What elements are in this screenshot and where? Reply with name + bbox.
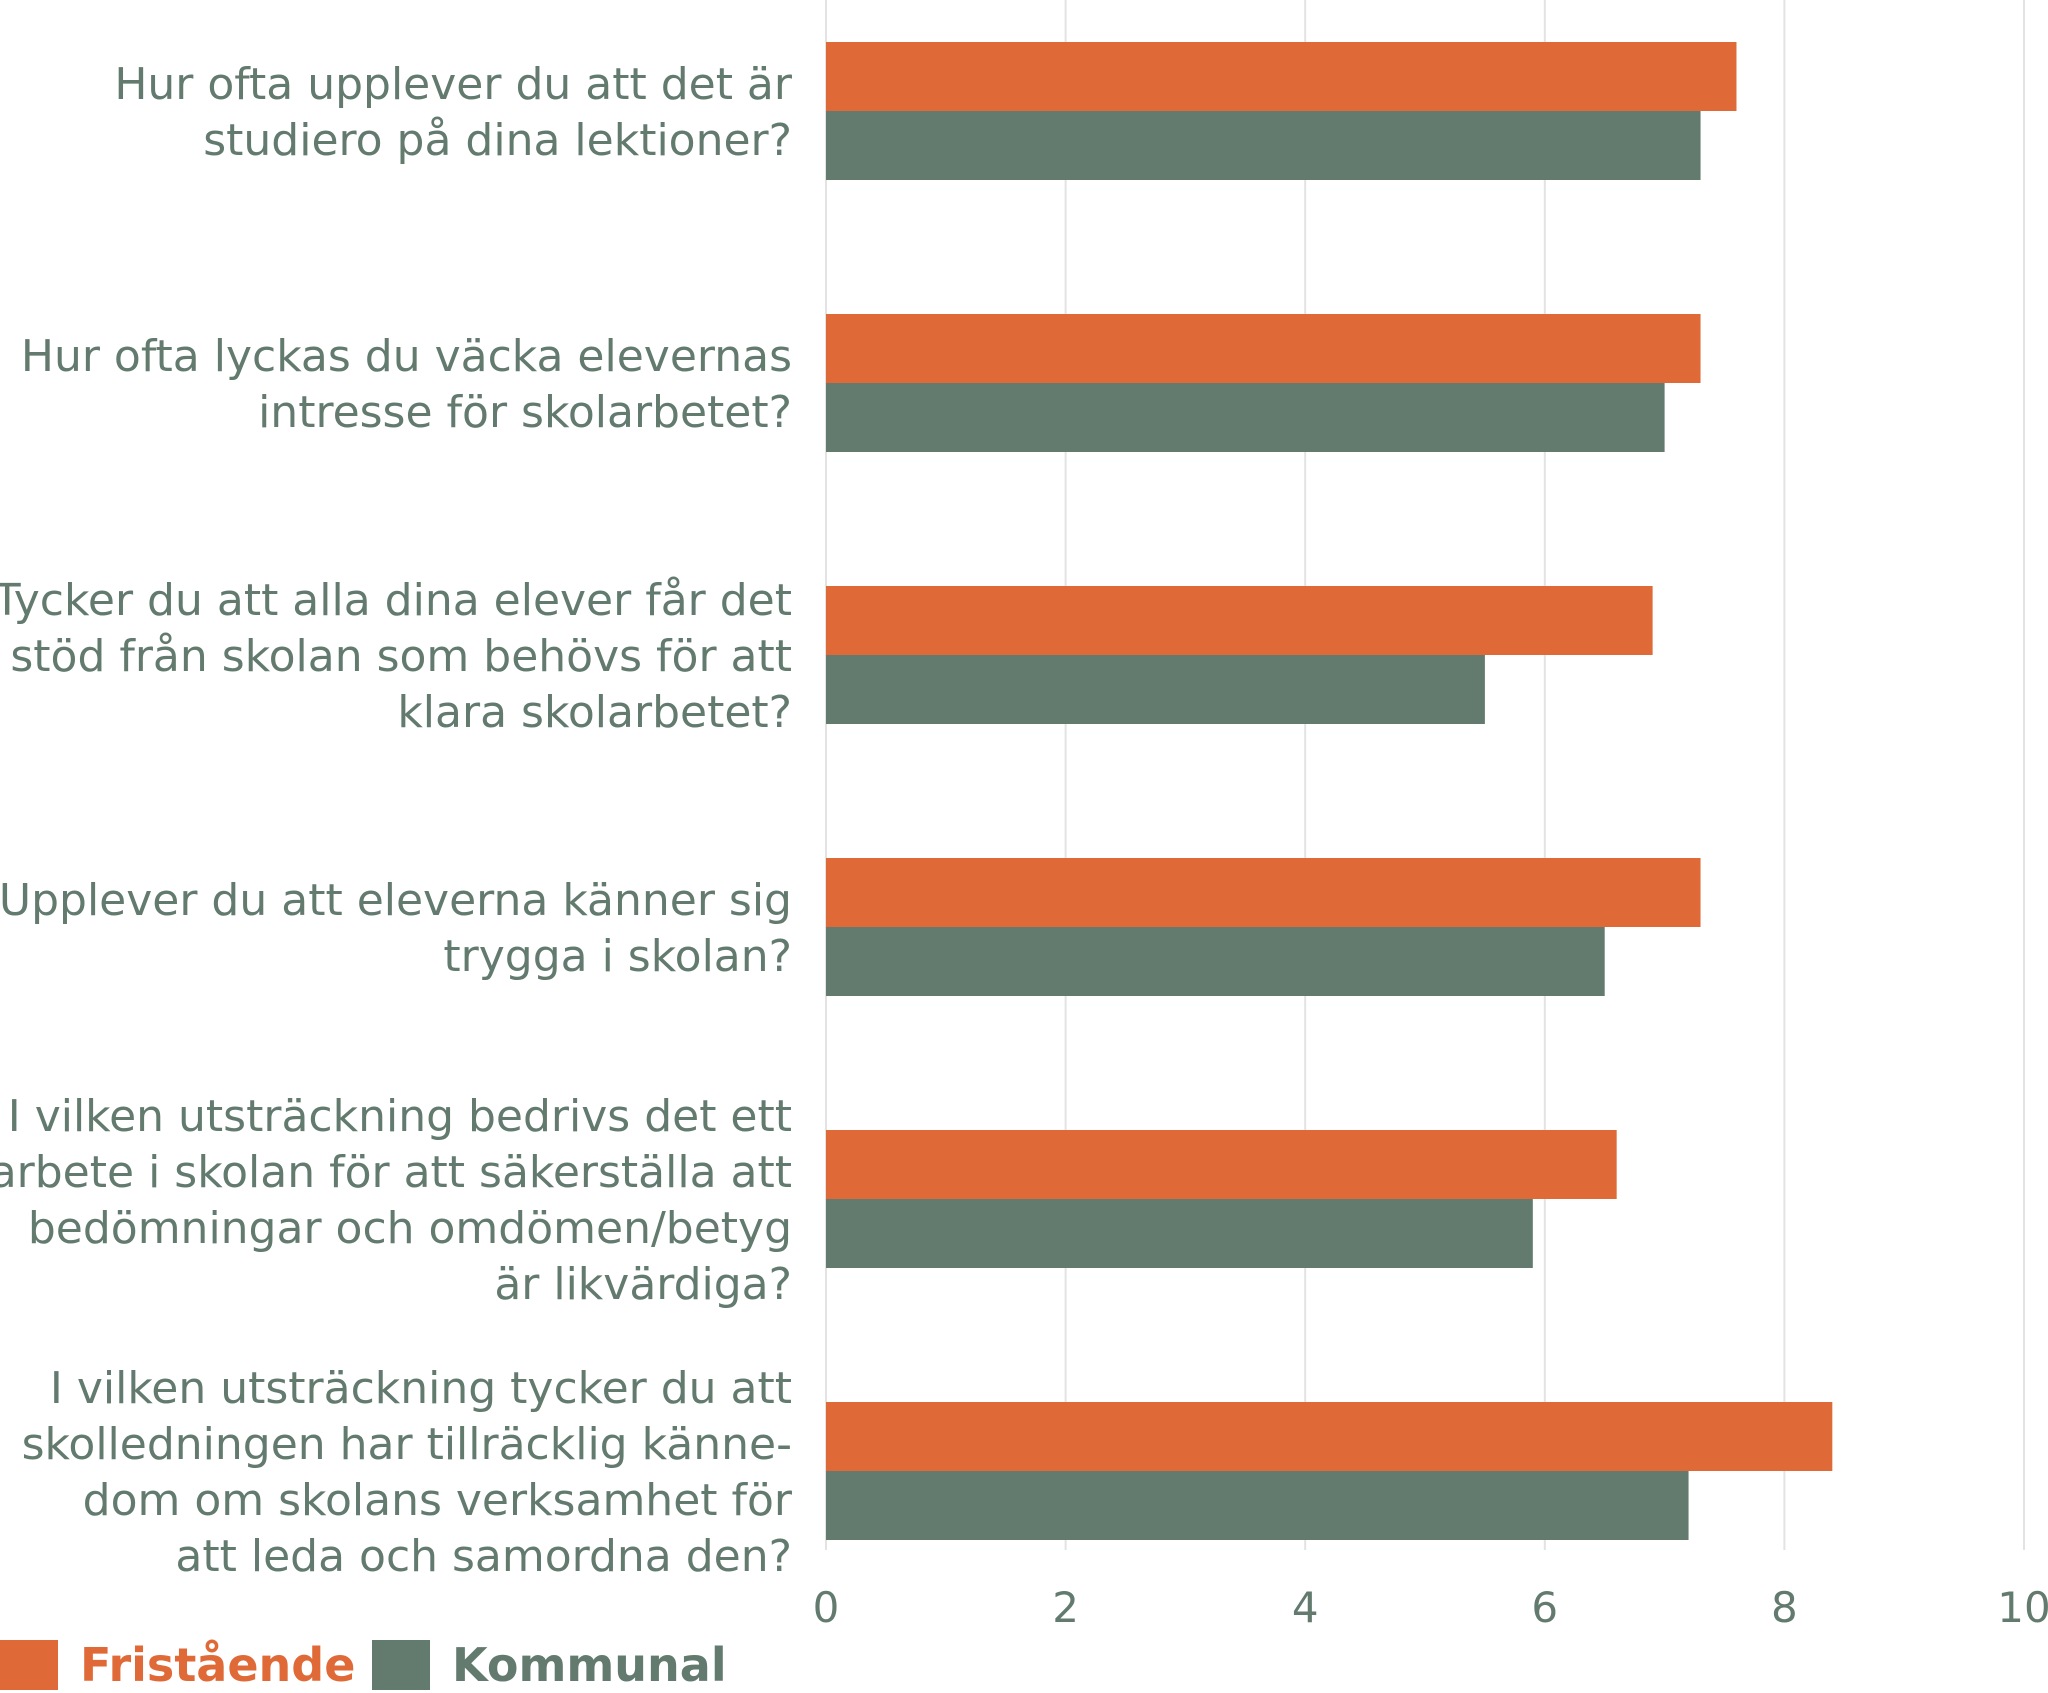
x-tick-label: 4 <box>1292 1583 1319 1632</box>
category-label: bedömningar och omdömen/betyg <box>28 1203 792 1254</box>
legend-label-frist-ende: Fristående <box>80 1638 355 1692</box>
bar-frist-ende <box>826 1130 1617 1199</box>
legend-swatch-frist-ende <box>0 1640 58 1690</box>
bar-kommunal <box>826 927 1605 996</box>
category-label: Hur ofta lyckas du väcka elevernas <box>21 331 792 382</box>
category-labels: Hur ofta upplever du att det ärstudiero … <box>0 59 793 1582</box>
bar-kommunal <box>826 1199 1533 1268</box>
category-label: Tycker du att alla dina elever får det <box>0 575 792 626</box>
x-tick-label: 6 <box>1531 1583 1558 1632</box>
category-label: att leda och samordna den? <box>175 1531 792 1582</box>
category-label: I vilken utsträckning bedrivs det ett <box>8 1091 792 1142</box>
category-label: arbete i skolan för att säkerställa att <box>0 1147 792 1198</box>
category-label: trygga i skolan? <box>443 931 792 982</box>
bar-kommunal <box>826 655 1485 724</box>
gridlines <box>825 0 2025 1550</box>
category-label: dom om skolans verksamhet för <box>83 1475 793 1526</box>
category-label: studiero på dina lektioner? <box>203 115 792 166</box>
x-tick-label: 0 <box>813 1583 840 1632</box>
category-label: I vilken utsträckning tycker du att <box>50 1363 792 1414</box>
category-label: stöd från skolan som behövs för att <box>10 631 792 682</box>
category-label: Hur ofta upplever du att det är <box>114 59 793 110</box>
x-axis-ticks: 0 2 4 6 8 10 <box>813 1583 2048 1632</box>
category-label: Upplever du att eleverna känner sig <box>0 875 792 926</box>
bar-frist-ende <box>826 1402 1833 1471</box>
legend-swatch-kommunal <box>372 1640 430 1690</box>
category-label: intresse för skolarbetet? <box>258 387 792 438</box>
legend-label-kommunal: Kommunal <box>452 1638 727 1692</box>
bar-frist-ende <box>826 586 1653 655</box>
category-label: klara skolarbetet? <box>397 687 792 738</box>
x-tick-label: 10 <box>1997 1583 2048 1632</box>
x-tick-label: 8 <box>1771 1583 1798 1632</box>
legend: Fristående Kommunal <box>0 1638 727 1692</box>
category-label: är likvärdiga? <box>494 1259 792 1310</box>
bar-frist-ende <box>826 858 1701 927</box>
bar-frist-ende <box>826 314 1701 383</box>
x-tick-label: 2 <box>1052 1583 1079 1632</box>
bars <box>826 42 1833 1540</box>
category-label: skolledningen har tillräcklig känne- <box>22 1419 792 1470</box>
bar-frist-ende <box>826 42 1737 111</box>
bar-kommunal <box>826 1471 1689 1540</box>
bar-kommunal <box>826 383 1665 452</box>
bar-kommunal <box>826 111 1701 180</box>
